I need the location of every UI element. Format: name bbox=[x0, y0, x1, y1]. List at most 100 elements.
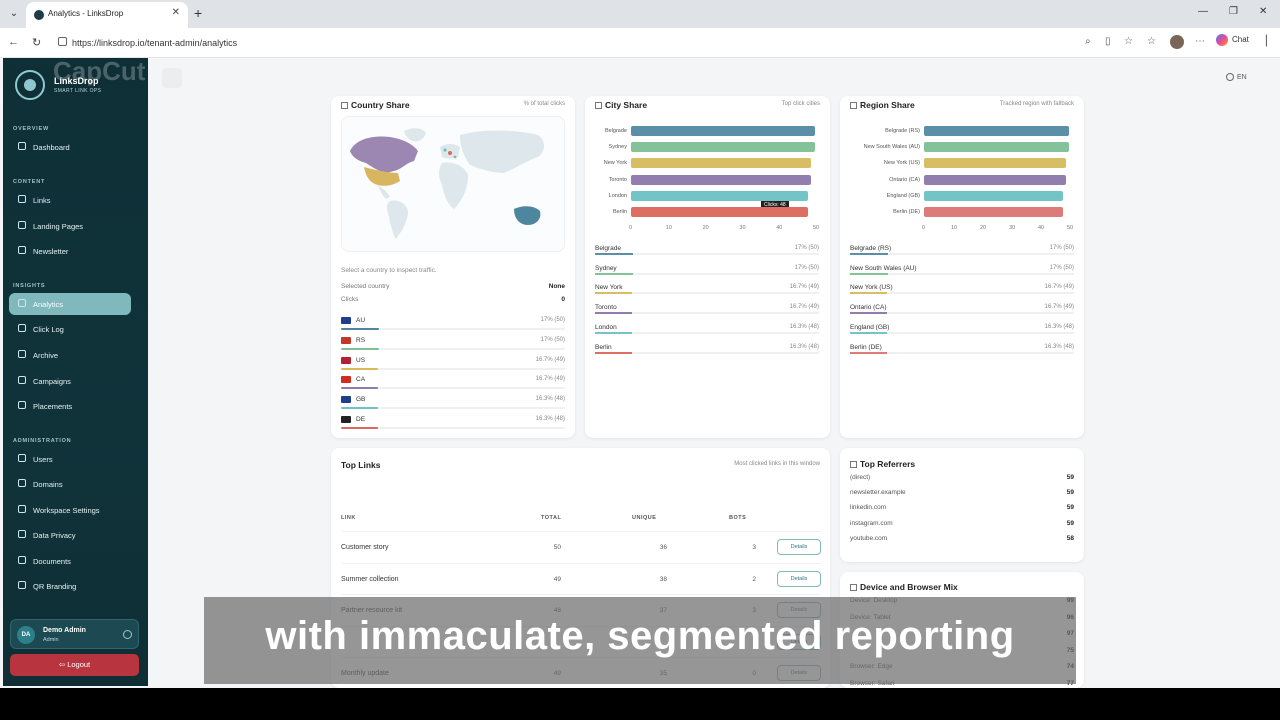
share-track bbox=[595, 253, 819, 255]
country-share-bar bbox=[341, 407, 378, 410]
share-row[interactable]: Toronto 16.7% (49) bbox=[595, 304, 819, 322]
profile-avatar[interactable] bbox=[1170, 35, 1184, 49]
details-button[interactable]: Details bbox=[777, 539, 821, 555]
language-switcher[interactable]: EN bbox=[1226, 73, 1247, 81]
bar-0[interactable] bbox=[924, 126, 1069, 136]
country-row[interactable]: AU 17% (50) bbox=[341, 315, 565, 333]
sidebar-item-newsletter[interactable]: Newsletter bbox=[9, 240, 131, 262]
bots-value: 3 bbox=[752, 544, 756, 551]
share-row[interactable]: New York 16.7% (49) bbox=[595, 284, 819, 302]
browser-tab[interactable]: Analytics - LinksDrop ✕ bbox=[26, 2, 188, 28]
url-field[interactable]: https://linksdrop.io/tenant-admin/analyt… bbox=[52, 32, 1107, 54]
country-row[interactable]: CA 16.7% (49) bbox=[341, 374, 565, 392]
user-card[interactable]: DA Demo Admin Admin bbox=[10, 619, 139, 649]
column-total[interactable]: TOTAL bbox=[541, 515, 562, 521]
canada-region[interactable] bbox=[350, 136, 418, 173]
share-row[interactable]: Berlin 16.3% (48) bbox=[595, 344, 819, 362]
close-window-icon[interactable]: ✕ bbox=[1259, 6, 1268, 17]
share-row[interactable]: Ontario (CA) 16.7% (49) bbox=[850, 304, 1074, 322]
bar-1[interactable] bbox=[924, 142, 1069, 153]
sidebar-item-qr-branding[interactable]: QR Branding bbox=[9, 575, 131, 597]
refresh-icon[interactable]: ↻ bbox=[32, 37, 42, 49]
bar-label: Berlin (DE) bbox=[893, 209, 920, 215]
extensions-icon[interactable]: ☆ bbox=[1147, 36, 1156, 47]
close-tab-icon[interactable]: ✕ bbox=[171, 7, 180, 18]
share-row[interactable]: Berlin (DE) 16.3% (48) bbox=[850, 344, 1074, 362]
country-code: CA bbox=[356, 376, 366, 384]
bar-5[interactable] bbox=[924, 207, 1064, 217]
sidebar-item-workspace-settings[interactable]: Workspace Settings bbox=[9, 499, 131, 521]
axis-tick: 30 bbox=[1009, 225, 1016, 231]
sidebar-item-data-privacy[interactable]: Data Privacy bbox=[9, 524, 131, 546]
uk-marker[interactable] bbox=[443, 148, 447, 152]
serbia-marker[interactable] bbox=[453, 155, 457, 159]
bar-4[interactable] bbox=[631, 190, 808, 201]
restore-icon[interactable]: ❐ bbox=[1229, 6, 1238, 17]
sidebar-item-placements[interactable]: Placements bbox=[9, 395, 131, 417]
document-icon bbox=[18, 556, 26, 564]
share-row[interactable]: London 16.3% (48) bbox=[595, 324, 819, 342]
sidebar-item-campaigns[interactable]: Campaigns bbox=[9, 370, 131, 392]
bar-1[interactable] bbox=[631, 142, 815, 153]
back-icon[interactable]: ← bbox=[8, 36, 19, 48]
share-pct: 16.3% (48) bbox=[789, 323, 819, 330]
link-name[interactable]: Customer story bbox=[341, 544, 389, 551]
bar-4[interactable] bbox=[924, 190, 1064, 201]
share-name: New York (US) bbox=[850, 284, 893, 292]
new-tab-icon[interactable]: + bbox=[194, 5, 203, 21]
column-link[interactable]: LINK bbox=[341, 515, 356, 521]
bar-2[interactable] bbox=[924, 158, 1067, 169]
link-name[interactable]: Summer collection bbox=[341, 575, 399, 583]
sidebar-item-users[interactable]: Users bbox=[9, 448, 131, 470]
sidebar-item-landing-pages[interactable]: Landing Pages bbox=[9, 215, 131, 237]
sidebar-item-documents[interactable]: Documents bbox=[9, 550, 131, 572]
usa-region[interactable] bbox=[364, 167, 400, 186]
site-info-icon[interactable] bbox=[58, 37, 67, 46]
sidebar-item-label: Placements bbox=[33, 402, 73, 411]
share-row[interactable]: New York (US) 16.7% (49) bbox=[850, 284, 1074, 302]
sidebar-item-click-log[interactable]: Click Log bbox=[9, 318, 131, 340]
share-row[interactable]: New South Wales (AU) 17% (50) bbox=[850, 265, 1074, 283]
share-row[interactable]: Belgrade (RS) 17% (50) bbox=[850, 245, 1074, 263]
sidebar-item-links[interactable]: Links bbox=[9, 189, 131, 211]
more-icon[interactable]: ⋯ bbox=[1195, 36, 1205, 47]
favorite-icon[interactable]: ☆ bbox=[1124, 36, 1133, 47]
bar-2[interactable] bbox=[631, 158, 812, 169]
column-unique[interactable]: UNIQUE bbox=[632, 515, 657, 521]
australia-region[interactable] bbox=[514, 206, 541, 225]
country-row[interactable]: RS 17% (50) bbox=[341, 335, 565, 353]
country-row[interactable]: DE 16.3% (48) bbox=[341, 414, 565, 432]
top-referrers-card: Top Referrers (direct) 59 newsletter.examp… bbox=[840, 448, 1084, 562]
minimize-icon[interactable]: — bbox=[1198, 6, 1208, 17]
sidebar-toggle-icon[interactable]: ▏ bbox=[1266, 36, 1274, 47]
sidebar-item-analytics[interactable]: Analytics bbox=[9, 293, 131, 315]
bar-0[interactable] bbox=[631, 126, 815, 136]
share-row[interactable]: Belgrade 17% (50) bbox=[595, 245, 819, 263]
share-name: Ontario (CA) bbox=[850, 304, 887, 312]
referrer-count: 59 bbox=[1066, 489, 1074, 497]
share-row[interactable]: Sydney 17% (50) bbox=[595, 265, 819, 283]
logout-button[interactable]: ⇦ Logout bbox=[10, 654, 139, 676]
copilot-icon bbox=[1216, 34, 1228, 46]
tab-list-icon[interactable]: ⌄ bbox=[9, 8, 19, 19]
world-map[interactable] bbox=[341, 116, 565, 252]
collapse-sidebar-button[interactable] bbox=[162, 68, 182, 88]
user-settings-icon[interactable] bbox=[123, 630, 132, 639]
copilot-chat-button[interactable]: Chat bbox=[1216, 34, 1249, 52]
bar-5[interactable] bbox=[631, 207, 808, 217]
sidebar-item-archive[interactable]: Archive bbox=[9, 344, 131, 366]
country-row[interactable]: US 16.7% (49) bbox=[341, 355, 565, 373]
bar-3[interactable] bbox=[631, 174, 812, 185]
bar-3[interactable] bbox=[924, 174, 1067, 185]
share-row[interactable]: England (GB) 16.3% (48) bbox=[850, 324, 1074, 342]
germany-marker[interactable] bbox=[448, 151, 452, 155]
sidebar-item-label: Archive bbox=[33, 351, 59, 360]
logout-icon: ⇦ bbox=[58, 660, 68, 669]
column-bots[interactable]: BOTS bbox=[729, 515, 747, 521]
zoom-icon[interactable]: ⌕ bbox=[1085, 36, 1091, 47]
country-row[interactable]: GB 16.3% (48) bbox=[341, 394, 565, 412]
sidebar-item-dashboard[interactable]: Dashboard bbox=[9, 136, 131, 158]
reading-view-icon[interactable]: ▯ bbox=[1105, 36, 1111, 47]
sidebar-item-domains[interactable]: Domains bbox=[9, 473, 131, 495]
details-button[interactable]: Details bbox=[777, 570, 821, 587]
